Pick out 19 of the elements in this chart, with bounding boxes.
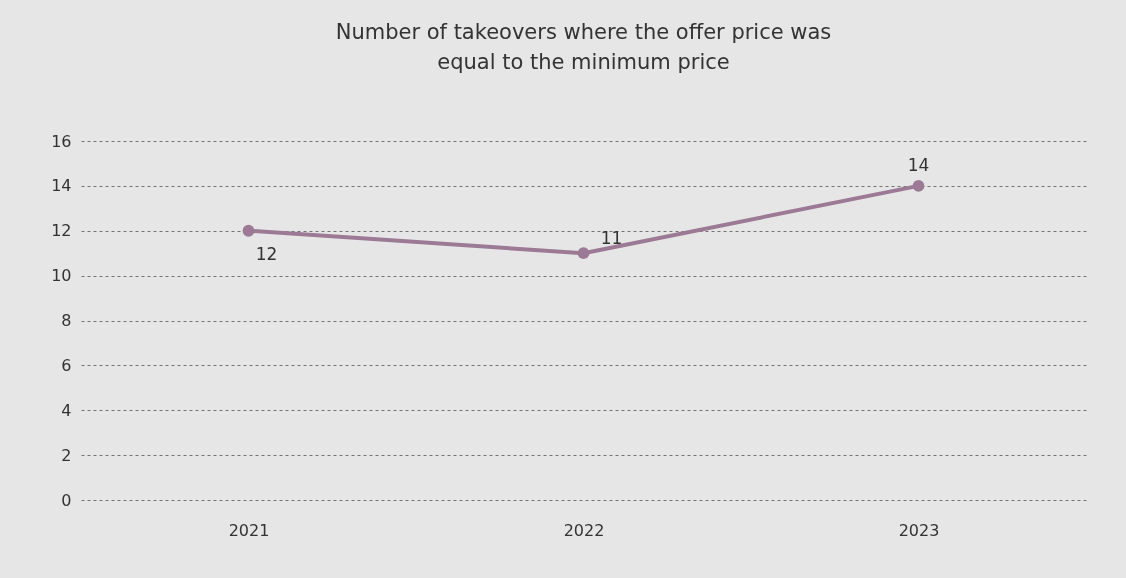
y-tick-label: 16 [51,131,72,151]
point [912,179,925,192]
point [242,224,255,237]
y-tick-label: 10 [51,266,72,286]
y-tick-label: 8 [61,311,72,330]
y-tick-label: 14 [51,176,72,196]
chart-title: Number of takeovers where the offer price was equal to the minimum price [335,20,832,74]
point [577,247,590,260]
x-tick-label: 2022 [563,520,605,540]
y-tick-label: 0 [61,490,72,510]
data-label: 11 [600,228,623,249]
y-tick-label: 4 [61,400,72,420]
data-label: 12 [255,243,278,264]
x-tick-label: 2021 [228,520,270,540]
y-tick-label: 12 [51,221,72,241]
data-label: 14 [907,154,930,175]
x-tick-label: 2023 [898,520,940,540]
y-tick-label: 6 [61,355,72,375]
y-tick-label: 2 [61,445,72,465]
